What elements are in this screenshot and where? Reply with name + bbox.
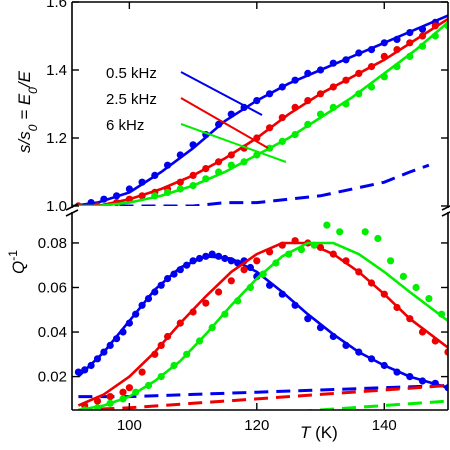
upper-y-axis-label: s/s0 = E0/E xyxy=(15,70,40,153)
lower-series-2-point xyxy=(425,295,433,303)
axis-break-mark xyxy=(441,205,450,211)
lower-y-axis-label: Q-1 xyxy=(6,250,28,274)
lower-series-1-fit-line xyxy=(77,241,448,407)
lower-ytick-label: 0.08 xyxy=(38,235,67,252)
legend-pointer-2 xyxy=(180,123,287,163)
x-tick-label: 140 xyxy=(372,417,397,434)
upper-series-0-fit-line xyxy=(72,14,448,206)
lower-ytick-label: 0.02 xyxy=(38,369,67,386)
axis-break-mark xyxy=(441,211,450,217)
lower-ytick-label: 0.06 xyxy=(38,280,67,297)
upper-ytick-label: 1.2 xyxy=(46,130,67,147)
lower-series-1-point xyxy=(444,348,448,356)
lower-series-2-point xyxy=(349,206,356,213)
lower-series-2-point xyxy=(387,257,395,265)
lower-series-1-point xyxy=(202,299,210,307)
axis-break-mark xyxy=(65,203,79,211)
lower-series-2-point xyxy=(361,228,369,236)
upper-ytick-label: 1.4 xyxy=(46,62,67,79)
x-axis-label: T (K) xyxy=(300,423,338,442)
lower-series-1-point xyxy=(106,393,114,401)
lower-series-1-point xyxy=(253,257,261,265)
x-tick-label: 100 xyxy=(117,417,142,434)
upper-ytick-label: 1.6 xyxy=(46,0,67,11)
lower-series-2-point xyxy=(399,272,407,280)
legend-label-1: 2.5 kHz xyxy=(106,91,157,108)
lower-panel: 0.02 0.04 0.06 0.08 xyxy=(38,206,448,410)
lower-series-1-point xyxy=(227,277,235,285)
lower-series-1-point xyxy=(138,368,146,376)
lower-series-2-fit-line xyxy=(78,241,448,410)
legend-pointer-1 xyxy=(180,97,269,149)
upper-series-0-baseline xyxy=(97,163,430,206)
legend-label-0: 0.5 kHz xyxy=(106,65,157,82)
legend: 0.5 kHz 2.5 kHz 6 kHz xyxy=(106,65,287,163)
legend-pointer-0 xyxy=(180,71,263,116)
upper-series-2-fit-line xyxy=(72,21,448,206)
axis-break-mark xyxy=(65,209,79,217)
upper-series-1-fit-line xyxy=(72,17,448,206)
lower-ytick-label: 0.04 xyxy=(38,324,67,341)
lower-series-1-point xyxy=(119,388,127,396)
upper-ytick-label: 1.0 xyxy=(46,198,67,215)
lower-series-1-point xyxy=(215,288,223,296)
lower-series-0-fit-line xyxy=(77,254,448,389)
lower-series-1-point xyxy=(125,384,133,392)
lower-series-2-point xyxy=(412,283,420,292)
legend-label-2: 6 kHz xyxy=(106,117,144,134)
lower-series-1-point xyxy=(240,266,248,274)
x-tick-label: 120 xyxy=(244,417,269,434)
lower-series-2-point xyxy=(323,221,331,229)
lower-series-2-point xyxy=(336,228,344,236)
plot-frame: 100 120 140 T (K) s/s0 = E0/E Q-1 xyxy=(6,1,450,442)
lower-series-2-point xyxy=(374,234,382,243)
